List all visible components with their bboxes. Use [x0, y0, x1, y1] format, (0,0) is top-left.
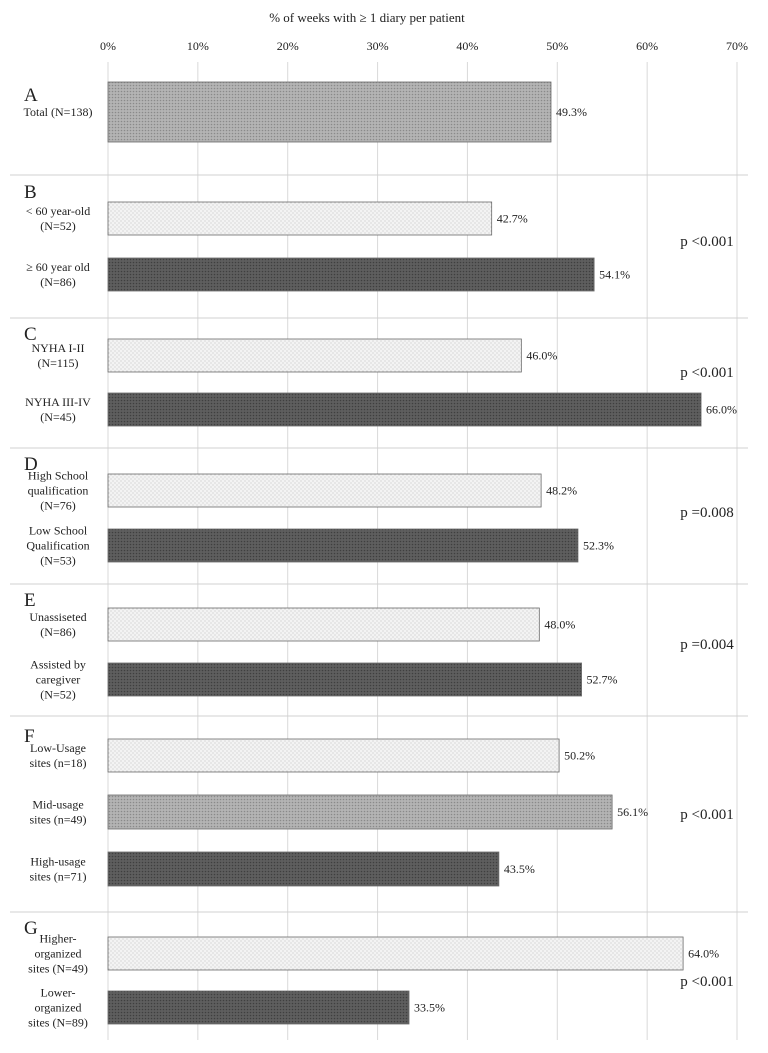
bar-value-label: 52.7%: [587, 673, 618, 687]
category-label: High-usage: [30, 855, 85, 869]
bar-value-label: 54.1%: [599, 268, 630, 282]
category-label: Low-Usage: [30, 741, 86, 755]
p-value-label: p =0.008: [680, 505, 733, 521]
panel-e: E 48.0% Unassiseted(N=86) 52.7% Assisted byc…: [24, 590, 734, 702]
category-label: (N=52): [40, 219, 75, 233]
category-label: Lower-: [40, 986, 75, 1000]
x-tick-label: 10%: [187, 39, 209, 53]
bar-value-label: 50.2%: [564, 749, 595, 763]
category-label: (N=45): [40, 410, 75, 424]
category-label: organized: [34, 1001, 81, 1015]
panel-a: A 49.3% Total (N=138): [24, 81, 587, 143]
category-label: sites (N=89): [28, 1016, 88, 1030]
bar-value-label: 33.5%: [414, 1001, 445, 1015]
bar-value-label: 46.0%: [526, 349, 557, 363]
panel-letter: F: [24, 726, 35, 747]
x-tick-label: 40%: [456, 39, 478, 53]
panel-letter: G: [24, 918, 38, 939]
p-value-label: p <0.001: [680, 365, 733, 381]
category-label: Qualification: [26, 539, 89, 553]
category-label: (N=52): [40, 688, 75, 702]
category-label: organized: [34, 947, 81, 961]
p-value-label: p <0.001: [680, 974, 733, 990]
category-label: ≥ 60 year old: [26, 260, 90, 274]
panel-separators: [10, 174, 748, 913]
bar: [107, 473, 542, 508]
axis-title: % of weeks with ≥ 1 diary per patient: [269, 10, 465, 25]
category-label: sites (N=49): [28, 962, 88, 976]
panel-b: B 42.7% < 60 year-old(N=52) 54.1% ≥ 60 year …: [24, 182, 734, 292]
category-label: Assisted by: [30, 658, 86, 672]
panels: A49.3%Total (N=138)B42.7%< 60 year-old(N…: [24, 81, 737, 1030]
category-label: Mid-usage: [32, 798, 83, 812]
x-tick-label: 50%: [546, 39, 568, 53]
category-label: Unassiseted: [29, 610, 86, 624]
bar-value-label: 66.0%: [706, 403, 737, 417]
bar: [107, 81, 552, 143]
category-label: sites (n=71): [29, 870, 86, 884]
bar: [107, 528, 579, 563]
category-label: (N=86): [40, 275, 75, 289]
category-label: NYHA III-IV: [25, 395, 91, 409]
bar-value-label: 64.0%: [688, 947, 719, 961]
category-label: sites (n=18): [29, 756, 86, 770]
p-value-label: p <0.001: [680, 234, 733, 250]
bar-value-label: 52.3%: [583, 539, 614, 553]
bar: [107, 392, 702, 427]
p-value-label: p <0.001: [680, 807, 733, 823]
bar: [107, 338, 522, 373]
panel-letter: A: [24, 85, 38, 106]
category-label: (N=86): [40, 625, 75, 639]
x-tick-label: 20%: [277, 39, 299, 53]
category-label: High School: [28, 469, 89, 483]
bar: [107, 738, 560, 773]
bar: [107, 662, 582, 697]
bar-value-label: 48.0%: [544, 618, 575, 632]
bar-value-label: 48.2%: [546, 484, 577, 498]
category-label: qualification: [28, 484, 89, 498]
category-label: NYHA I-II: [32, 341, 85, 355]
category-label: Low School: [29, 524, 88, 538]
bar: [107, 607, 540, 642]
x-tick-label: 0%: [100, 39, 116, 53]
panel-letter: D: [24, 454, 38, 475]
x-axis-ticks: 0% 10% 20% 30% 40% 50% 60% 70%: [100, 39, 748, 53]
x-tick-label: 60%: [636, 39, 658, 53]
category-label: sites (n=49): [29, 813, 86, 827]
bar-value-label: 49.3%: [556, 105, 587, 119]
bar: [107, 851, 500, 887]
category-label: < 60 year-old: [26, 204, 91, 218]
category-label: caregiver: [36, 673, 81, 687]
panel-c: C 46.0% NYHA I-II(N=115) 66.0% NYHA III-IV(N…: [24, 324, 737, 427]
bar: [107, 257, 595, 292]
panel-letter: B: [24, 182, 37, 203]
category-label: (N=53): [40, 554, 75, 568]
bar: [107, 936, 684, 971]
bar: [107, 201, 493, 236]
bar-value-label: 56.1%: [617, 805, 648, 819]
category-label: Higher-: [39, 932, 76, 946]
category-label: Total (N=138): [24, 105, 93, 119]
panel-letter: C: [24, 324, 37, 345]
bar-value-label: 43.5%: [504, 862, 535, 876]
panel-letter: E: [24, 590, 36, 611]
bar: [107, 990, 410, 1025]
x-tick-label: 70%: [726, 39, 748, 53]
p-value-label: p =0.004: [680, 637, 734, 653]
category-label: (N=76): [40, 499, 75, 513]
category-label: (N=115): [38, 356, 79, 370]
bar-value-label: 42.7%: [497, 212, 528, 226]
x-tick-label: 30%: [367, 39, 389, 53]
bar: [107, 794, 613, 830]
